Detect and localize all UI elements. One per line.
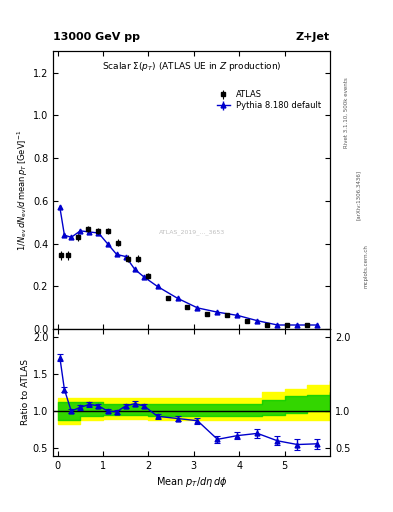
Legend: ATLAS, Pythia 8.180 default: ATLAS, Pythia 8.180 default (215, 89, 323, 112)
Text: Z+Jet: Z+Jet (296, 32, 330, 42)
Text: mcplots.cern.ch: mcplots.cern.ch (364, 244, 369, 288)
Y-axis label: $1/N_{\rm ev}\,dN_{\rm ev}/d\,{\rm mean}\,p_T\,[\rm GeV]^{-1}$: $1/N_{\rm ev}\,dN_{\rm ev}/d\,{\rm mean}… (16, 130, 30, 251)
Text: ATLAS_2019_..._3653: ATLAS_2019_..._3653 (158, 229, 225, 235)
Y-axis label: Ratio to ATLAS: Ratio to ATLAS (21, 359, 30, 425)
Text: [arXiv:1306.3436]: [arXiv:1306.3436] (356, 169, 361, 220)
Text: Rivet 3.1.10, 500k events: Rivet 3.1.10, 500k events (344, 77, 349, 148)
Text: Scalar $\Sigma(p_T)$ (ATLAS UE in $Z$ production): Scalar $\Sigma(p_T)$ (ATLAS UE in $Z$ pr… (102, 59, 281, 73)
Text: 13000 GeV pp: 13000 GeV pp (53, 32, 140, 42)
X-axis label: Mean $p_T/d\eta\,d\phi$: Mean $p_T/d\eta\,d\phi$ (156, 475, 228, 489)
